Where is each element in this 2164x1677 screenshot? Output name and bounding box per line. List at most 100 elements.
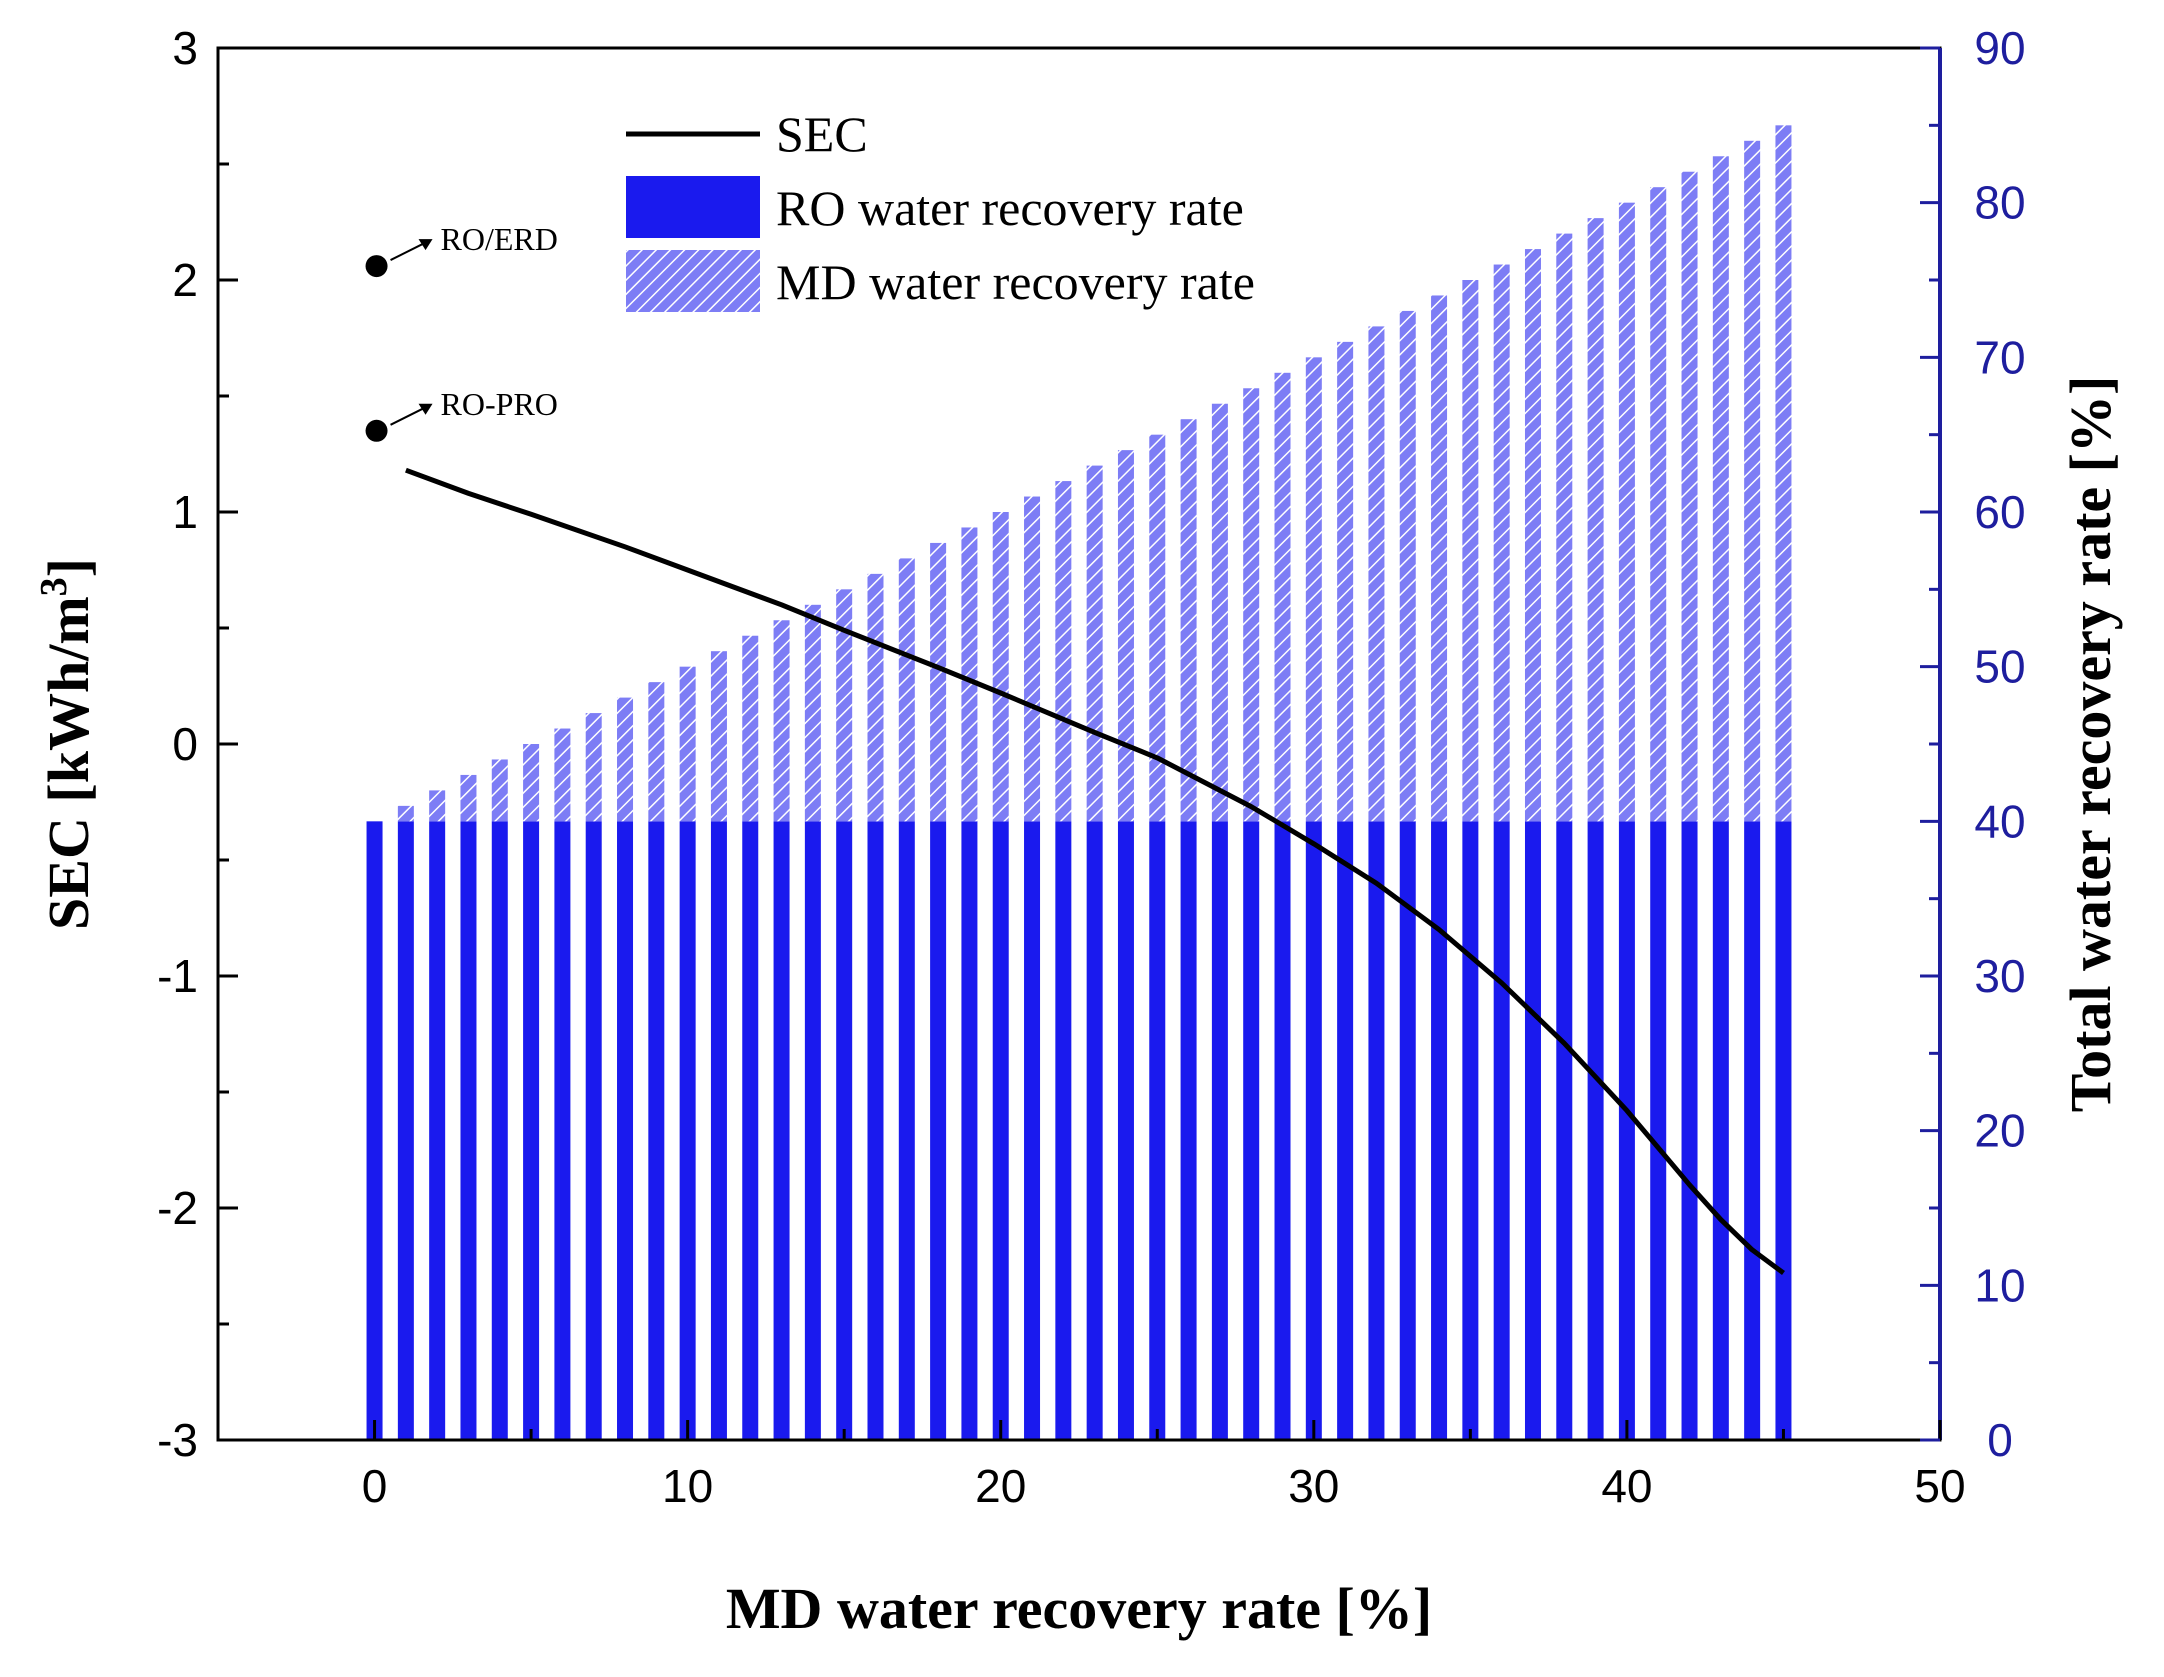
bar-md-5: [523, 744, 540, 822]
bar-ro-12: [742, 821, 759, 1440]
bar-ro-31: [1337, 821, 1354, 1440]
x-tick-label-50: 50: [1914, 1460, 1965, 1512]
bar-ro-4: [491, 821, 508, 1440]
bar-md-12: [742, 635, 759, 822]
bar-ro-19: [961, 821, 978, 1440]
bar-md-45: [1775, 125, 1792, 822]
legend-label-ro: RO water recovery rate: [776, 180, 1244, 236]
bar-md-40: [1618, 202, 1635, 822]
bar-ro-26: [1180, 821, 1197, 1440]
bar-md-39: [1587, 218, 1604, 822]
x-axis: 0 10 20 30 40 50: [216, 1420, 1966, 1512]
bar-md-14: [804, 604, 821, 822]
bar-md-34: [1431, 295, 1448, 822]
bar-md-16: [867, 573, 884, 822]
y-axis-right: 0 10 20 30 40 50 60 70 80 90: [1920, 22, 2026, 1466]
x-axis-title: MD water recovery rate [%]: [726, 1576, 1432, 1641]
sec-line: [405, 467, 1785, 1276]
bar-ro-42: [1681, 821, 1698, 1440]
annotation-layer: RO/ERD RO-PRO: [365, 221, 558, 442]
bar-md-20: [992, 512, 1009, 822]
bar-md-15: [836, 589, 853, 822]
bar-ro-40: [1618, 821, 1635, 1440]
bar-ro-6: [554, 821, 571, 1440]
bar-ro-8: [617, 821, 634, 1440]
annotation-point-0: [365, 255, 388, 278]
bar-md-9: [648, 682, 665, 822]
sec-line-layer: [405, 467, 1785, 1276]
bar-md-4: [491, 759, 508, 822]
y-tick-label--2: -2: [157, 1182, 198, 1234]
bar-md-26: [1180, 419, 1197, 822]
bar-ro-28: [1243, 821, 1260, 1440]
bar-ro-15: [836, 821, 853, 1440]
bar-ro-22: [1055, 821, 1072, 1440]
annotation-point-1: [365, 419, 388, 442]
y2-tick-label-90: 90: [1974, 22, 2025, 74]
y-tick-label-0: 0: [172, 718, 198, 770]
bar-ro-24: [1117, 821, 1134, 1440]
y-axis-title-close: ]: [36, 558, 101, 577]
annotation-arrowhead-0: [418, 239, 433, 251]
bar-md-43: [1712, 156, 1729, 822]
legend-label-md: MD water recovery rate: [776, 254, 1255, 310]
y2-tick-label-70: 70: [1974, 331, 2025, 383]
y-tick-label-2: 2: [172, 254, 198, 306]
bar-ro-23: [1086, 821, 1103, 1440]
bar-ro-29: [1274, 821, 1291, 1440]
bar-md-44: [1744, 140, 1761, 822]
bar-md-31: [1337, 341, 1354, 822]
bar-md-36: [1493, 264, 1510, 822]
bar-md-21: [1024, 496, 1041, 822]
bar-md-28: [1243, 388, 1260, 822]
bar-ro-0: [366, 821, 383, 1440]
bar-ro-1: [397, 821, 414, 1440]
bar-ro-36: [1493, 821, 1510, 1440]
bar-md-1: [397, 805, 414, 822]
bar-md-2: [429, 790, 446, 822]
bar-ro-11: [710, 821, 727, 1440]
bar-ro-39: [1587, 821, 1604, 1440]
x-tick-label-30: 30: [1288, 1460, 1339, 1512]
y-axis-title: SEC [kWh/m3]: [33, 558, 101, 930]
bar-ro-10: [679, 821, 696, 1440]
x-tick-label-0: 0: [362, 1460, 388, 1512]
bar-ro-44: [1744, 821, 1761, 1440]
y2-tick-label-20: 20: [1974, 1105, 2025, 1157]
bar-md-41: [1650, 187, 1667, 822]
bar-ro-33: [1399, 821, 1416, 1440]
x-tick-label-40: 40: [1601, 1460, 1652, 1512]
bar-ro-30: [1305, 821, 1322, 1440]
bar-ro-20: [992, 821, 1009, 1440]
bar-ro-25: [1149, 821, 1166, 1440]
legend-label-sec: SEC: [776, 106, 868, 162]
annotation-arrowhead-1: [418, 403, 433, 415]
legend: SEC RO water recovery rate MD water reco…: [626, 106, 1255, 312]
bar-md-7: [585, 713, 602, 822]
bar-md-3: [460, 774, 477, 822]
y2-tick-label-40: 40: [1974, 795, 2025, 847]
bar-md-25: [1149, 434, 1166, 822]
annotation-arrow-line-0: [390, 241, 427, 261]
bar-layer: [366, 125, 1792, 1440]
y2-tick-label-60: 60: [1974, 486, 2025, 538]
bar-md-33: [1399, 310, 1416, 822]
bar-md-27: [1211, 403, 1228, 822]
y-axis-title-main: SEC [kWh/m: [36, 596, 101, 930]
bar-md-32: [1368, 326, 1385, 822]
bar-ro-17: [898, 821, 915, 1440]
bar-ro-32: [1368, 821, 1385, 1440]
bar-md-30: [1305, 357, 1322, 822]
bar-ro-7: [585, 821, 602, 1440]
y2-tick-label-30: 30: [1974, 950, 2025, 1002]
bar-md-38: [1556, 233, 1573, 822]
bar-md-10: [679, 666, 696, 822]
y-tick-label-3: 3: [172, 22, 198, 74]
bar-md-42: [1681, 171, 1698, 822]
bar-ro-9: [648, 821, 665, 1440]
bar-md-24: [1117, 450, 1134, 822]
bar-ro-18: [930, 821, 947, 1440]
bar-ro-13: [773, 821, 790, 1440]
bar-md-35: [1462, 280, 1479, 822]
bar-ro-35: [1462, 821, 1479, 1440]
